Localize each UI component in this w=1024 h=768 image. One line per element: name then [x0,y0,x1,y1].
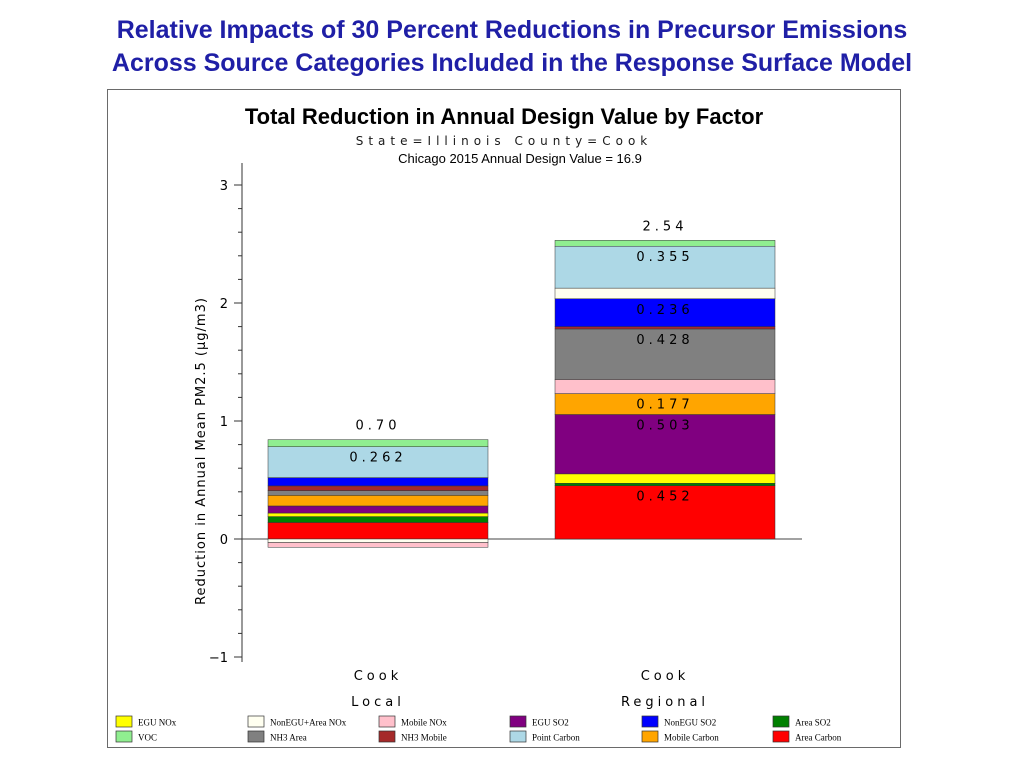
x-category-label: Cook [641,669,690,684]
data-label: 0.236 [636,303,693,318]
legend: EGU NOx NonEGU+Area NOx Mobile NOx EGU SO2 N… [115,715,842,743]
legend-swatch-nonegu-so2 [641,715,659,728]
data-label: 0.262 [349,451,406,466]
bar-segment-nh3-mobile-regional [554,326,776,330]
legend-swatch-nh3-mobile [378,730,396,743]
plot-area: 3 2 1 0 −1 0.70 0.262 Cook Local 2.54 0.355 0.236 0.… [209,163,802,710]
data-label: 0.355 [636,250,693,265]
legend-swatch-voc [115,730,133,743]
data-label: 0.177 [636,398,693,413]
slide-title: Relative Impacts of 30 Percent Reduction… [0,14,1024,80]
y-axis-label: Reduction in Annual Mean PM2.5 (µg/m3) [194,297,209,605]
bar-segment-nonegu-area-nox-regional [554,287,776,300]
legend-label-voc: VOC [138,733,157,743]
bar-segment-mobile-nox-local [267,542,489,548]
chart-title: Total Reduction in Annual Design Value b… [245,104,764,129]
legend-swatch-nh3-area [247,730,265,743]
bar-segment-area-so2-regional [554,483,776,486]
data-label: 0.428 [636,333,693,348]
bar-segment-nh3-mobile-local [267,485,489,491]
legend-label-area-so2: Area SO2 [795,718,831,728]
chart-subtitle: State=Illinois County=Cook [356,134,653,148]
y-tick-label: −1 [209,651,228,666]
legend-label-egu-so2: EGU SO2 [532,718,569,728]
bar-segment-egu-so2-regional [554,414,776,475]
legend-label-nonegu-area-nox: NonEGU+Area NOx [270,718,347,728]
y-tick-label: 3 [220,179,228,194]
chart-annotation: Chicago 2015 Annual Design Value = 16.9 [398,151,642,166]
bar-segment-mobile-nox-regional [554,379,776,394]
legend-label-area-carbon: Area Carbon [795,733,842,743]
stacked-bar-chart: Total Reduction in Annual Design Value b… [115,104,842,743]
bar-segment-point-carbon-regional [554,245,776,289]
legend-label-mobile-nox: Mobile NOx [401,718,447,728]
bar-total-label: 2.54 [643,219,688,234]
bar-segment-voc-local [267,439,489,447]
legend-swatch-area-carbon [772,730,790,743]
y-tick-label: 1 [220,415,228,430]
legend-swatch-egu-nox [115,715,133,728]
y-tick-label: 0 [220,533,228,548]
bar-segment-area-so2-local [267,516,489,523]
bar-segment-egu-so2-local [267,505,489,514]
legend-swatch-nonegu-area-nox [247,715,265,728]
legend-label-nh3-mobile: NH3 Mobile [401,733,447,743]
slide-title-line-2: Across Source Categories Included in the… [111,49,913,77]
y-tick-label: 2 [220,297,228,312]
legend-swatch-area-so2 [772,715,790,728]
legend-label-mobile-carbon: Mobile Carbon [664,733,719,743]
x-category-sublabel: Regional [621,695,709,710]
legend-label-egu-nox: EGU NOx [138,718,177,728]
bar-segment-nonegu-area-nox-local [267,538,489,543]
bar-segment-nonegu-so2-regional [554,298,776,327]
legend-swatch-point-carbon [509,730,527,743]
x-category-sublabel: Local [351,695,405,710]
bar-segment-point-carbon-local [267,446,489,478]
bar-segment-voc-regional [554,240,776,247]
legend-label-point-carbon: Point Carbon [532,733,580,743]
bar-segment-nh3-area-regional [554,328,776,380]
bar-segment-egu-nox-regional [554,473,776,484]
legend-label-nonegu-so2: NonEGU SO2 [664,718,716,728]
bar-segment-mobile-carbon-local [267,495,489,507]
legend-label-nh3-area: NH3 Area [270,733,307,743]
slide-title-line-1: Relative Impacts of 30 Percent Reduction… [116,16,908,44]
data-label: 0.503 [636,419,693,434]
legend-swatch-mobile-carbon [641,730,659,743]
legend-swatch-egu-so2 [509,715,527,728]
legend-swatch-mobile-nox [378,715,396,728]
bar-segment-nh3-area-local [267,490,489,496]
bar-segment-area-carbon-regional [554,485,776,540]
x-category-label: Cook [354,669,403,684]
bar-segment-egu-nox-local [267,512,489,517]
bar-segment-area-carbon-local [267,522,489,540]
chart-frame: Total Reduction in Annual Design Value b… [107,89,901,748]
bar-segment-nonegu-so2-local [267,477,489,487]
data-label: 0.452 [636,490,693,505]
bar-total-label: 0.70 [356,419,401,434]
